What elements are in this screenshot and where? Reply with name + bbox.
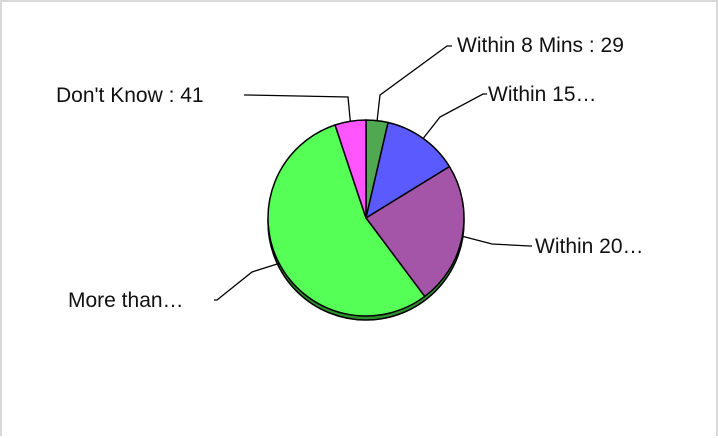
leader-line-within-15 <box>422 93 487 139</box>
label-more-than: More than… <box>68 289 184 312</box>
label-dont-know: Don't Know : 41 <box>56 84 204 107</box>
pie-slice-layer <box>267 119 465 317</box>
label-within-8-mins: Within 8 Mins : 29 <box>457 34 624 57</box>
leader-line-within-20 <box>462 235 532 247</box>
leader-line-within-8-mins <box>376 45 452 121</box>
leader-line-dont-know <box>244 94 351 122</box>
label-within-20: Within 20… <box>535 235 644 258</box>
leader-line-more-than <box>214 262 280 301</box>
leader-line-layer <box>214 45 532 301</box>
pie-slice-within-20 <box>365 165 465 298</box>
label-within-15: Within 15… <box>488 83 597 106</box>
pie-slice-within-15 <box>365 121 451 219</box>
